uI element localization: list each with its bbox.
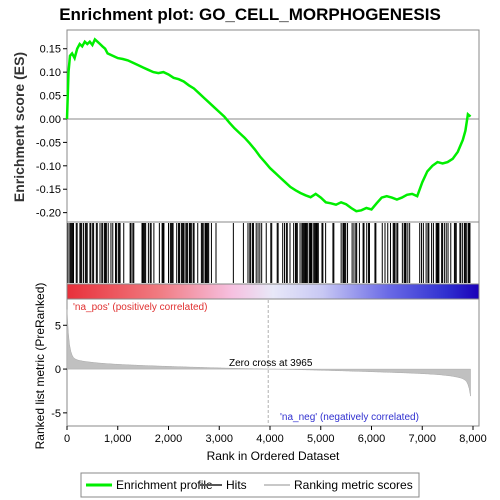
x-tick-label: 1,000 — [104, 433, 132, 445]
es-y-ticks: -0.20 -0.15 -0.10 -0.05 0.00 0.05 0.10 0.15 — [36, 44, 67, 220]
hit-marks — [67, 223, 471, 283]
metric-tick-label: -5 — [51, 408, 61, 420]
es-tick-label: 0.15 — [40, 44, 61, 56]
neg-correlated-label: 'na_neg' (negatively correlated) — [280, 412, 419, 423]
x-tick-label: 5,000 — [307, 433, 335, 445]
es-tick-label: 0.05 — [40, 91, 61, 103]
metric-panel — [66, 298, 480, 427]
x-axis-label: Rank in Ordered Dataset — [207, 449, 340, 463]
legend-metric-label: Ranking metric scores — [294, 478, 413, 492]
rank-colorbar — [66, 283, 480, 300]
enrichment-profile-line — [65, 37, 472, 213]
x-tick-label: 7,000 — [408, 433, 436, 445]
zero-cross-label: Zero cross at 3965 — [229, 358, 313, 369]
x-tick-label: 2,000 — [155, 433, 183, 445]
metric-tick-label: 0 — [55, 364, 61, 376]
x-tick-label: 4,000 — [256, 433, 284, 445]
x-axis-ticks: 0 1,000 2,000 3,000 4,000 5,000 6,000 7,000 8,00… — [64, 426, 487, 445]
es-tick-label: 0.00 — [40, 114, 61, 126]
ranking-metric-area — [66, 309, 471, 397]
legend-enrichment-label: Enrichment profile — [116, 478, 213, 492]
es-tick-label: -0.15 — [36, 184, 61, 196]
metric-y-ticks: -5 0 5 — [51, 320, 67, 420]
es-panel — [66, 29, 480, 223]
es-tick-label: 0.10 — [40, 67, 61, 79]
x-tick-label: 3,000 — [205, 433, 233, 445]
es-tick-label: -0.10 — [36, 161, 61, 173]
x-tick-label: 8,000 — [459, 433, 487, 445]
legend-box — [80, 472, 420, 498]
pos-correlated-label: 'na_pos' (positively correlated) — [73, 302, 207, 313]
x-tick-label: 6,000 — [358, 433, 386, 445]
es-tick-label: -0.05 — [36, 137, 61, 149]
legend-hits-label: Hits — [226, 478, 247, 492]
hits-panel — [66, 221, 480, 285]
metric-y-axis-label: Ranked list metric (PreRanked) — [33, 283, 47, 450]
es-tick-label: -0.20 — [36, 208, 61, 220]
metric-tick-label: 5 — [55, 320, 61, 332]
legend: Enrichment profile Hits Ranking metric s… — [80, 472, 420, 498]
es-y-axis-label: Enrichment score (ES) — [11, 52, 27, 202]
chart-title: Enrichment plot: GO_CELL_MORPHOGENESIS — [59, 5, 441, 24]
x-tick-label: 0 — [64, 433, 70, 445]
